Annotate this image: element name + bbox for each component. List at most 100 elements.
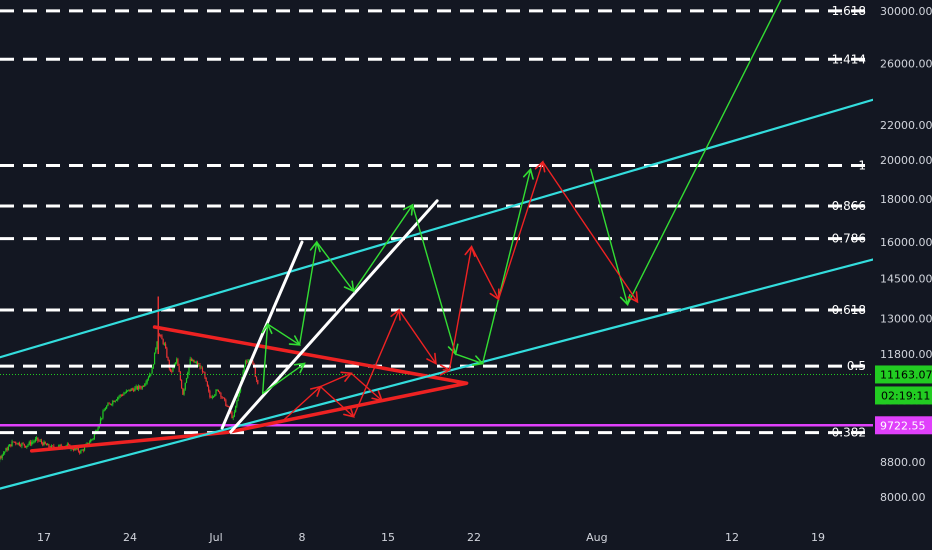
- candle-body: [219, 391, 221, 393]
- candle-body: [101, 417, 103, 419]
- candle-body: [99, 418, 102, 425]
- candle-body: [254, 367, 256, 378]
- candle-body: [237, 395, 239, 401]
- price-tick-label: 16000.00: [880, 236, 932, 249]
- candle-body: [120, 394, 122, 396]
- support-price-value: 9722.55: [880, 419, 926, 432]
- countdown-badge[interactable]: [875, 386, 932, 405]
- time-tick-label: 17: [37, 531, 51, 544]
- candle-body: [125, 390, 127, 393]
- candle-body: [146, 379, 148, 383]
- candle-body: [34, 439, 36, 442]
- fib-label-1.618: 1.618: [832, 4, 866, 18]
- candle-body: [107, 403, 109, 406]
- candle-body: [244, 361, 247, 366]
- candle-body: [142, 386, 145, 388]
- candle-body: [93, 434, 95, 439]
- candle-body: [231, 412, 233, 418]
- candle-body: [162, 339, 164, 345]
- red-projection-2-head: [464, 245, 476, 257]
- candle-body: [248, 359, 250, 361]
- candle-body: [198, 364, 200, 366]
- candle-body: [174, 362, 177, 365]
- candle-body: [88, 442, 91, 445]
- candle-body: [155, 348, 157, 353]
- green-projection-1-head: [471, 355, 485, 366]
- candle-body: [58, 445, 60, 448]
- candle-body: [227, 406, 229, 407]
- support-price-badge[interactable]: [875, 416, 932, 435]
- candle-body: [185, 377, 188, 383]
- candle-body: [74, 447, 76, 451]
- candle-body: [10, 444, 12, 447]
- time-axis[interactable]: 17 24 Jul 8 15 22 Aug 12 19: [37, 531, 825, 544]
- time-tick-label: Jul: [208, 531, 222, 544]
- time-tick-label: 15: [381, 531, 395, 544]
- red-projection-2-head: [439, 364, 452, 376]
- candle-body: [177, 359, 179, 366]
- candle-body: [45, 443, 48, 446]
- candle-body: [203, 371, 205, 373]
- candle-body: [59, 444, 61, 446]
- price-axis[interactable]: 8000.008800.0010400.0011800.0013000.0014…: [832, 4, 932, 504]
- green-projection-1-head: [402, 203, 414, 216]
- candle-body: [6, 448, 8, 451]
- candle-body: [13, 441, 16, 443]
- candle-body: [75, 447, 77, 450]
- current-price-badge[interactable]: [875, 365, 932, 384]
- time-tick-label: 19: [811, 531, 825, 544]
- price-tick-label: 22000.00: [880, 119, 932, 132]
- candle-body: [122, 395, 124, 396]
- green-projection-1-head: [288, 335, 301, 346]
- triangle-pattern: [29, 325, 469, 453]
- price-tick-label: 8800.00: [880, 456, 926, 469]
- candle-body: [215, 390, 217, 395]
- candle-body: [181, 380, 183, 389]
- candle-body: [109, 403, 111, 405]
- candle-body: [205, 377, 207, 382]
- candle-body: [12, 441, 14, 443]
- candle-body: [145, 382, 147, 385]
- candle-body: [192, 359, 194, 361]
- candle-body: [130, 388, 132, 392]
- candle-body: [124, 392, 126, 394]
- candle-body: [232, 416, 234, 418]
- fib-label-0.786: 0.786: [832, 232, 866, 246]
- candle-body: [226, 405, 228, 407]
- fib-label-1: 1: [858, 159, 866, 173]
- candle-body: [103, 410, 105, 412]
- red-projection-2-head: [534, 160, 546, 173]
- candle-body: [172, 366, 174, 372]
- candle-body: [135, 386, 137, 388]
- candle-body: [29, 441, 32, 445]
- candle-body: [246, 361, 248, 363]
- candle-body: [257, 380, 259, 384]
- time-tick-label: 22: [467, 531, 481, 544]
- candle-body: [48, 444, 50, 448]
- candle-body: [72, 449, 75, 451]
- red-projection-1-head: [390, 308, 401, 321]
- candle-body: [225, 399, 227, 406]
- candle-body: [83, 446, 86, 451]
- candle-body: [96, 430, 98, 432]
- candle-body: [40, 440, 43, 443]
- current-price-value: 11163.07: [880, 368, 932, 381]
- candle-body: [139, 385, 141, 388]
- candle-body: [152, 364, 154, 369]
- candle-body: [163, 343, 165, 345]
- green-projection-1-head: [309, 240, 321, 253]
- candle-body: [87, 442, 89, 445]
- candle-body: [134, 387, 136, 392]
- candle-body: [131, 388, 134, 390]
- candle-body: [20, 445, 22, 447]
- candle-body: [165, 343, 167, 349]
- time-tick-label: 8: [299, 531, 306, 544]
- time-tick-label: 24: [123, 531, 137, 544]
- red-projection-1-head: [343, 406, 355, 418]
- candle-body: [81, 449, 83, 451]
- candle-body: [179, 371, 181, 381]
- candle-body: [151, 368, 153, 374]
- candle-body: [119, 394, 121, 397]
- candle-body: [60, 444, 62, 448]
